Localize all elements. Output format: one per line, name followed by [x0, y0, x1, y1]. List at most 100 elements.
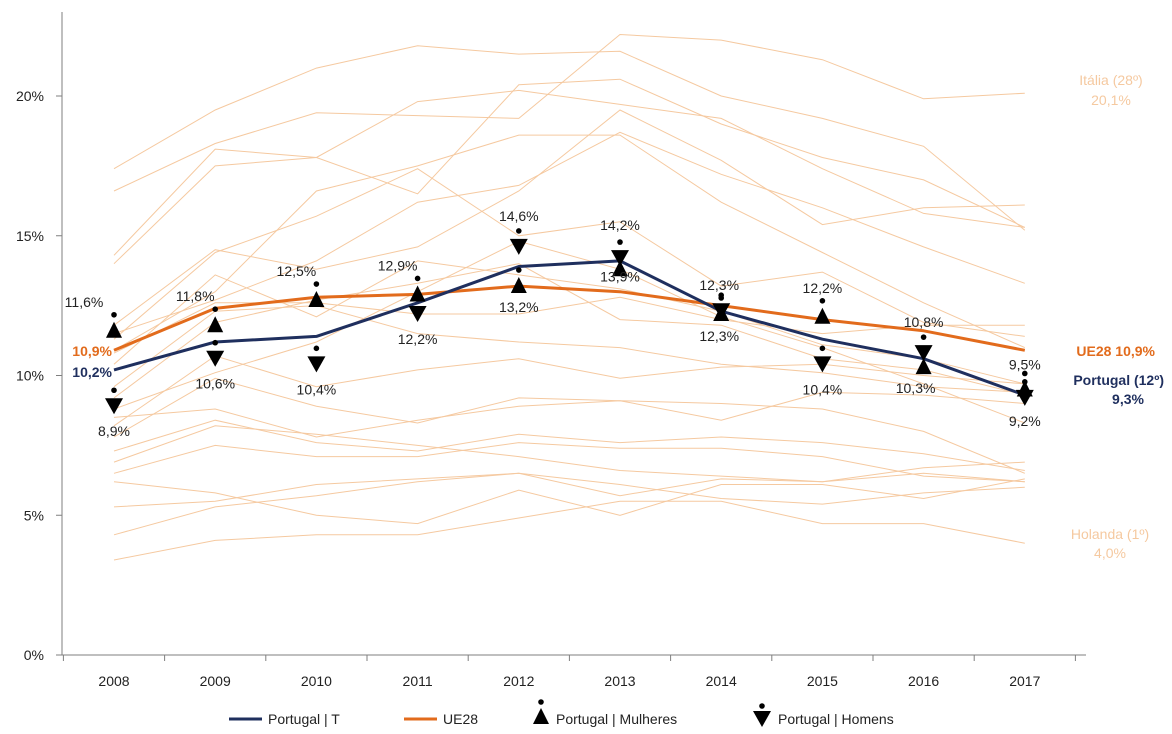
marker-dot-homens — [111, 387, 117, 394]
marker-dot-homens — [819, 345, 826, 352]
marker-mulheres — [612, 260, 628, 277]
marker-homens — [105, 398, 123, 415]
marker-dot-mulheres — [1022, 370, 1028, 377]
data-label-homens: 12,3% — [699, 328, 739, 344]
y-tick-label: 5% — [24, 507, 44, 523]
country-line-17 — [113, 419, 1025, 471]
marker-mulheres — [207, 316, 224, 333]
axes — [61, 12, 1086, 656]
marker-dot-homens — [920, 334, 927, 340]
y-tick-label: 10% — [16, 368, 44, 384]
marker-dot-mulheres — [414, 275, 421, 282]
marker-dot-mulheres — [819, 298, 826, 304]
marker-dot-mulheres — [111, 311, 117, 318]
legend-label-portugal-t: Portugal | T — [268, 711, 340, 727]
main-lines — [113, 259, 1026, 397]
marker-mulheres — [915, 358, 932, 375]
country-line-21 — [113, 472, 1025, 508]
country-line-7 — [113, 168, 1025, 340]
marker-homens — [611, 250, 629, 267]
top-country-name: Itália (28º) — [1079, 72, 1142, 88]
marker-mulheres — [106, 321, 122, 338]
top-country-value: 20,1% — [1091, 92, 1131, 108]
data-label-homens: 10,4% — [297, 381, 337, 397]
data-label-homens: 14,2% — [600, 217, 640, 233]
data-label-homens: 10,6% — [195, 376, 235, 392]
series-line-ue28 — [113, 284, 1026, 352]
x-tick-label: 2016 — [908, 673, 939, 689]
x-tick-label: 2015 — [807, 673, 838, 689]
legend-triangle-down-icon — [753, 711, 771, 727]
x-tick-label: 2013 — [604, 673, 635, 689]
country-line-4 — [113, 89, 1025, 265]
data-label-homens: 10,8% — [904, 314, 944, 330]
marker-mulheres — [814, 307, 831, 324]
country-line-1 — [113, 45, 1026, 231]
portugal-end-value: 9,3% — [1112, 391, 1144, 407]
marker-homens — [914, 345, 933, 362]
portugal-end-name: Portugal (12º) — [1073, 372, 1164, 388]
y-tick-label: 20% — [16, 88, 44, 104]
marker-dot-homens — [1022, 379, 1028, 385]
marker-dot-homens — [313, 345, 320, 352]
country-line-3 — [113, 78, 1026, 256]
series-line-portugal-t — [113, 259, 1026, 397]
x-tick-label: 2008 — [98, 673, 129, 689]
legend-dot-homens — [759, 703, 765, 709]
data-label-mulheres: 13,9% — [600, 268, 640, 284]
legend-item-portugal-t: Portugal | T — [229, 711, 340, 727]
data-label-mulheres: 9,5% — [1009, 356, 1041, 372]
bottom-country-name: Holanda (1º) — [1071, 526, 1149, 542]
marker-dot-homens — [718, 292, 724, 299]
x-tick-label: 2009 — [200, 673, 231, 689]
data-label-homens: 8,9% — [98, 423, 130, 439]
country-line-16 — [113, 377, 1025, 474]
legend-label-mulheres: Portugal | Mulheres — [556, 711, 677, 727]
x-tick-label: 2012 — [503, 673, 534, 689]
country-line-5 — [113, 109, 1025, 326]
marker-mulheres — [510, 277, 527, 294]
country-line-18 — [113, 425, 1025, 483]
marker-dot-mulheres — [516, 267, 522, 273]
country-line-13 — [113, 240, 1025, 424]
marker-dot-mulheres — [313, 281, 320, 287]
marker-homens — [509, 238, 528, 255]
country-line-11 — [113, 305, 1025, 393]
legend-item-homens: Portugal | Homens — [753, 703, 894, 727]
legend-item-ue28: UE28 — [404, 711, 478, 727]
country-line-2 — [113, 33, 1025, 192]
x-tick-label: 2014 — [706, 673, 737, 689]
marker-homens — [712, 303, 731, 320]
x-tick-label: 2010 — [301, 673, 332, 689]
data-label-mulheres: 12,5% — [277, 263, 317, 279]
country-line-20 — [113, 478, 1025, 525]
legend-item-mulheres: Portugal | Mulheres — [533, 699, 677, 727]
ue28-end-label: UE28 10,9% — [1076, 343, 1155, 359]
country-line-6 — [113, 131, 1025, 335]
data-labels: 11,6% 11,8% 12,5% 12,9% 13,2% 13,9% 12,3% 12,2%… — [65, 208, 1041, 439]
data-label-homens: 12,2% — [398, 331, 438, 347]
legend-label-homens: Portugal | Homens — [778, 711, 894, 727]
bottom-country-value: 4,0% — [1094, 545, 1126, 561]
marker-dot-homens — [617, 239, 623, 245]
x-ticks: 2008 2009 2010 2011 2012 2013 2014 2015 2016 2017 — [62, 655, 1076, 689]
country-line-14 — [113, 355, 1025, 427]
marker-dot-homens — [516, 228, 522, 234]
marker-mulheres — [409, 285, 426, 302]
data-label-homens: 9,2% — [1009, 413, 1041, 429]
country-line-19 — [113, 442, 1025, 483]
x-tick-label: 2017 — [1009, 673, 1040, 689]
country-lines — [113, 33, 1026, 561]
country-line-10 — [113, 260, 1025, 385]
data-label-homens: 10,4% — [803, 381, 843, 397]
marker-mulheres — [308, 291, 325, 308]
legend-triangle-up-icon — [533, 708, 549, 724]
x-tick-label: 2011 — [403, 673, 433, 689]
marker-dot-homens — [414, 295, 421, 301]
annotations: 10,9% 10,2% UE28 10,9% Portugal (12º) 9,… — [72, 72, 1164, 561]
y-ticks: 0% 5% 10% 15% 20% — [16, 88, 62, 663]
legend-dot-mulheres — [538, 699, 544, 705]
data-label-mulheres: 12,2% — [803, 280, 843, 296]
data-label-mulheres: 11,8% — [176, 288, 215, 304]
